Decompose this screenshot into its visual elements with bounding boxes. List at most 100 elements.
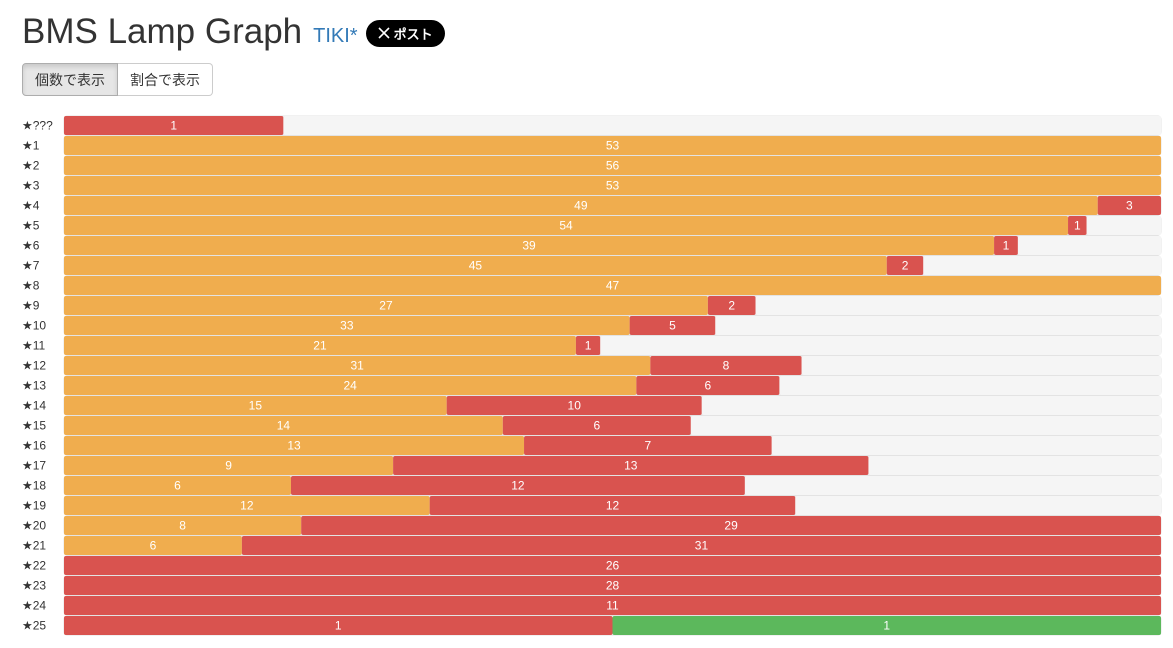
bar-segment [64,236,995,255]
bar-segment [64,336,576,355]
bar-segment [575,336,601,355]
bar-segment [64,416,503,435]
post-button[interactable]: ポスト [365,19,445,47]
bar-segment [701,396,1161,415]
segment-label: 12 [511,479,525,493]
segment-label: 54 [559,219,573,233]
segment-label: 21 [313,339,327,353]
bar-segment [64,516,302,535]
row-label: ★25 [22,619,46,633]
bar-segment [64,196,1098,215]
row-label: ★1 [22,139,40,153]
count-button[interactable]: 個数で表示 [22,63,118,96]
row-label: ★11 [22,339,46,353]
bar-segment [64,276,1161,295]
bar-segment [429,496,796,515]
bar-segment [64,316,630,335]
view-toggle: 個数で表示 割合で表示 [22,63,213,96]
row-label: ★??? [22,119,53,133]
bar-segment [393,456,869,475]
bar-segment [64,496,430,515]
bar-segment [629,316,716,335]
bar-segment [64,256,887,275]
row-label: ★5 [22,219,40,233]
row-label: ★21 [22,539,46,553]
row-label: ★4 [22,199,40,213]
bar-segment [502,416,691,435]
bar-segment [744,476,1161,495]
bar-segment [795,496,1161,515]
row-label: ★10 [22,319,46,333]
segment-label: 33 [340,319,354,333]
bar-segment [64,476,291,495]
segment-label: 1 [1074,219,1081,233]
segment-label: 1 [585,339,592,353]
bar-segment [64,576,1161,595]
bar-segment [612,616,1161,635]
row-label: ★7 [22,259,40,273]
segment-label: 3 [1126,199,1133,213]
post-label: ポスト [393,26,433,42]
segment-label: 1 [1003,239,1010,253]
bar-segment [64,536,242,555]
segment-label: 6 [174,479,181,493]
segment-label: 6 [705,379,712,393]
segment-label: 11 [606,599,619,613]
segment-label: 2 [902,259,909,273]
bar-segment [64,136,1161,155]
ratio-button[interactable]: 割合で表示 [118,63,213,96]
row-label: ★6 [22,239,40,253]
bar-segment [64,596,1161,615]
bar-segment [64,216,1069,235]
row-label: ★3 [22,179,40,193]
bar-segment [707,296,756,315]
bar-segment [923,256,1161,275]
segment-label: 1 [335,619,342,633]
bar-segment [64,376,637,395]
segment-label: 5 [669,319,676,333]
bar-segment [64,556,1161,575]
row-label: ★2 [22,159,40,173]
segment-label: 53 [606,179,620,193]
bar-segment [715,316,1161,335]
row-label: ★23 [22,579,46,593]
segment-label: 14 [277,419,291,433]
segment-label: 8 [723,359,730,373]
bar-segment [301,516,1161,535]
row-label: ★24 [22,599,46,613]
bar-segment [283,116,1161,135]
row-label: ★19 [22,499,46,513]
bar-segment [64,436,525,455]
row-label: ★18 [22,479,46,493]
segment-label: 8 [179,519,186,533]
page-title: BMS Lamp Graph [22,12,303,51]
segment-label: 26 [606,559,620,573]
bar-segment [64,456,394,475]
bar-segment [1086,216,1161,235]
segment-label: 13 [624,459,638,473]
row-label: ★17 [22,459,46,473]
segment-label: 49 [574,199,588,213]
segment-label: 6 [150,539,157,553]
segment-label: 1 [170,119,177,133]
segment-label: 39 [522,239,536,253]
row-label: ★12 [22,359,46,373]
header: BMS Lamp Graph TIKI* ポスト [22,10,445,54]
segment-label: 15 [249,399,263,413]
bar-segment [1097,196,1161,215]
segment-label: 24 [343,379,357,393]
row-label: ★14 [22,399,46,413]
segment-label: 13 [287,439,301,453]
user-link[interactable]: TIKI* [313,24,358,47]
segment-label: 27 [379,299,393,313]
bar-segment [64,176,1161,195]
segment-label: 28 [606,579,620,593]
row-label: ★8 [22,279,40,293]
segment-label: 10 [568,399,582,413]
segment-label: 45 [469,259,483,273]
x-logo [378,27,390,39]
bar-segment [64,396,447,415]
row-label: ★15 [22,419,46,433]
